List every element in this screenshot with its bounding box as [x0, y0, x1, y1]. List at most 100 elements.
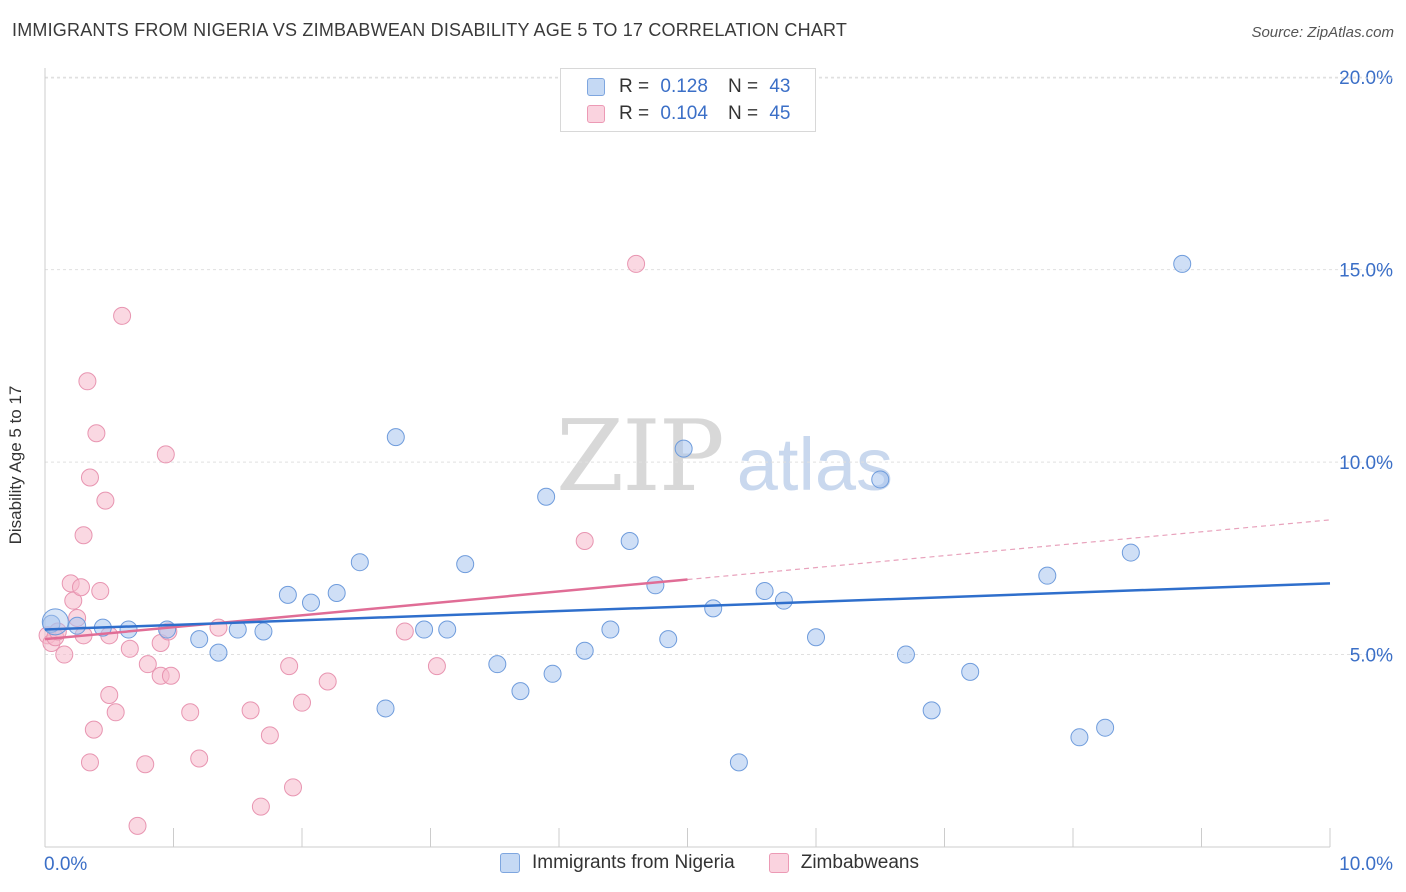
nigeria-point	[620, 532, 639, 551]
bottom-legend-swatch-zimbabwe	[768, 853, 789, 873]
chart-title: IMMIGRANTS FROM NIGERIA VS ZIMBABWEAN DI…	[12, 20, 848, 40]
nigeria-point	[704, 599, 723, 618]
nigeria-point	[1173, 254, 1192, 273]
y-tick-label: 15.0%	[1339, 261, 1393, 282]
x-tick-label: 0.0%	[44, 854, 87, 875]
nigeria-point	[1096, 718, 1115, 737]
nigeria-point	[254, 622, 273, 641]
legend-swatch-zimbabwe	[587, 105, 605, 123]
zimbabwe-trend-extension	[687, 519, 1331, 581]
nigeria-point	[327, 583, 346, 602]
zimbabwe-point	[55, 645, 74, 664]
x-tick-label: 10.0%	[1339, 854, 1393, 875]
bottom-legend-zimbabwe: Zimbabweans	[768, 852, 919, 874]
nigeria-point	[376, 699, 395, 718]
zimbabwe-point	[190, 749, 209, 768]
zimbabwe-point	[138, 655, 157, 674]
legend-r-value: 0.128	[660, 76, 708, 97]
nigeria-point	[511, 682, 530, 701]
nigeria-point	[1038, 566, 1057, 585]
nigeria-point	[871, 470, 890, 489]
bottom-legend-nigeria: Immigrants from Nigeria	[500, 852, 735, 874]
bottom-legend: Immigrants from Nigeria Zimbabweans	[500, 852, 953, 874]
zimbabwe-point	[80, 468, 99, 487]
bottom-legend-label: Zimbabweans	[800, 852, 919, 873]
nigeria-point	[1121, 543, 1140, 562]
legend-n-value: 45	[769, 103, 791, 124]
zimbabwe-point	[241, 701, 260, 720]
legend-r-value: 0.104	[660, 103, 708, 124]
zimbabwe-point	[284, 778, 303, 797]
nigeria-point	[386, 428, 405, 447]
legend-r-label: R =	[619, 103, 650, 124]
zimbabwe-point	[120, 639, 139, 658]
y-tick-label: 20.0%	[1339, 68, 1393, 89]
zimbabwe-point	[318, 672, 337, 691]
legend-row-zimbabwe: R = 0.104 N = 45	[587, 102, 790, 126]
zimbabwe-point	[575, 532, 594, 551]
zimbabwe-point	[161, 666, 180, 685]
nigeria-point	[438, 620, 457, 639]
legend-row-nigeria: R = 0.128 N = 43	[587, 75, 790, 99]
nigeria-point	[41, 608, 69, 636]
nigeria-point	[68, 616, 87, 635]
nigeria-point	[278, 585, 297, 604]
nigeria-point	[190, 630, 209, 649]
zimbabwe-point	[395, 622, 414, 641]
nigeria-point	[119, 620, 138, 639]
nigeria-point	[1070, 728, 1089, 747]
nigeria-point	[807, 628, 825, 647]
nigeria-point	[922, 701, 941, 720]
zimbabwe-point	[80, 753, 99, 772]
watermark-atlas: atlas	[736, 423, 894, 506]
nigeria-point	[659, 630, 678, 649]
legend-swatch-nigeria	[587, 78, 605, 96]
zimbabwe-point	[87, 424, 106, 443]
nigeria-point	[488, 655, 507, 674]
zimbabwe-point	[427, 657, 446, 676]
nigeria-trend-line	[44, 582, 1331, 631]
nigeria-point	[543, 664, 562, 683]
nigeria-point	[896, 645, 915, 664]
zimbabwe-point	[84, 720, 103, 739]
zimbabwe-point	[91, 582, 110, 601]
source-label: Source: ZipAtlas.com	[1251, 24, 1394, 41]
legend-n-value: 43	[769, 76, 791, 97]
y-tick-label: 5.0%	[1350, 646, 1393, 667]
nigeria-point	[456, 555, 475, 574]
zimbabwe-point	[78, 372, 97, 391]
zimbabwe-point	[136, 755, 155, 774]
legend-r-label: R =	[619, 76, 650, 97]
legend-n-label: N =	[727, 76, 759, 97]
zimbabwe-point	[156, 445, 175, 464]
zimbabwe-point	[106, 703, 125, 722]
nigeria-point	[755, 582, 774, 601]
zimbabwe-point	[100, 685, 119, 704]
nigeria-point	[415, 620, 434, 639]
nigeria-point	[961, 662, 980, 681]
nigeria-point	[209, 643, 228, 662]
watermark: ZIP atlas	[556, 400, 893, 514]
zimbabwe-point	[280, 657, 299, 676]
legend: R = 0.128 N = 43 R = 0.104 N = 45	[560, 68, 816, 132]
bottom-legend-swatch-nigeria	[500, 853, 520, 873]
nigeria-point	[674, 439, 693, 458]
zimbabwe-point	[181, 703, 200, 722]
zimbabwe-point	[71, 578, 90, 597]
zimbabwe-point	[113, 306, 132, 325]
zimbabwe-point	[128, 816, 147, 835]
nigeria-point	[646, 576, 665, 595]
zimbabwe-point	[293, 693, 311, 712]
zimbabwe-point	[251, 797, 270, 816]
zimbabwe-point	[74, 526, 93, 545]
zimbabwe-point	[64, 591, 83, 610]
y-tick-label: 10.0%	[1339, 453, 1393, 474]
nigeria-point	[350, 553, 369, 572]
watermark-zip: ZIP	[556, 400, 725, 514]
nigeria-point	[575, 641, 594, 660]
bottom-legend-label: Immigrants from Nigeria	[532, 852, 735, 873]
zimbabwe-point	[260, 726, 279, 745]
nigeria-point	[601, 620, 620, 639]
zimbabwe-point	[627, 254, 646, 273]
